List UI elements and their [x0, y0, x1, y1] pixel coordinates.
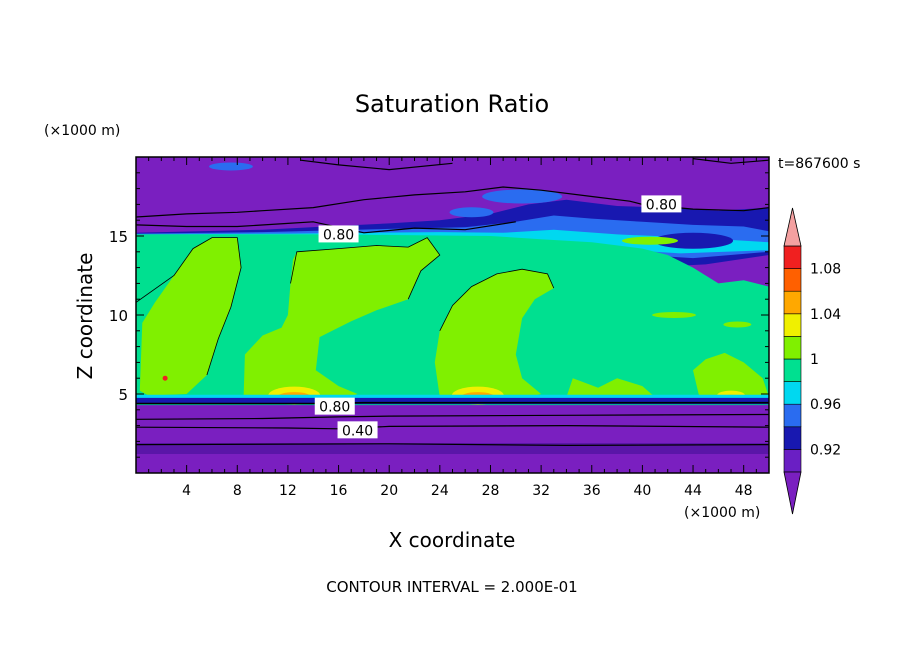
patch-top-blue: [208, 162, 253, 171]
contour-lowest: [136, 443, 769, 447]
colorbar-segment: [783, 381, 802, 405]
x-tick-label: 32: [532, 483, 550, 499]
x-tick-label: 12: [279, 483, 297, 499]
time-label: t=867600 s: [778, 156, 860, 172]
y-tick-label: 5: [118, 386, 128, 404]
band-base-cyan: [136, 394, 769, 398]
contour-1.00-tower-2: [290, 237, 441, 300]
colorbar-over-triangle: [783, 207, 802, 247]
colorbar-segment: [783, 403, 802, 428]
colorbar-label: 1.04: [810, 307, 841, 323]
colorbar-label: 1.08: [810, 262, 841, 278]
x-tick-label: 4: [182, 483, 191, 499]
patch-lime-5: [693, 352, 769, 398]
x-tick-label: 16: [330, 483, 348, 499]
contour-1.00-tower-3: [439, 268, 555, 331]
x-axis-title: X coordinate: [389, 528, 516, 552]
x-tick-label: 20: [380, 483, 398, 499]
y-axis: 5 10 15: [109, 172, 769, 458]
contour-label-4: 0.40: [337, 421, 378, 439]
patch-upper-blue-2: [449, 207, 494, 218]
colorbar-label: 0.92: [810, 442, 841, 458]
contour-label-1: 0.80: [641, 195, 682, 213]
x-units-label: (×1000 m): [684, 505, 760, 521]
patch-lime-right: [723, 321, 752, 328]
contour-label-2: 0.80: [318, 225, 359, 243]
contour-label-box: [337, 421, 378, 439]
contour-0.80-base: [136, 401, 769, 405]
x-tick-label: 44: [684, 483, 702, 499]
contour-label-text: 0.80: [319, 400, 350, 416]
contour-label-text: 0.80: [646, 197, 677, 213]
contour-low: [136, 413, 769, 420]
x-tick-label: 40: [633, 483, 651, 499]
contour-label-text: 0.80: [323, 227, 354, 243]
speck-red: [162, 375, 168, 381]
x-tick-label: 8: [233, 483, 242, 499]
tower-lime-2: [243, 237, 440, 401]
colorbar: 0.92 0.96 1 1.04 1.08: [783, 207, 841, 515]
colorbar-segment: [783, 449, 802, 473]
z-units-label: (×1000 m): [44, 123, 120, 139]
contour-1.00-tower-1: [136, 237, 242, 376]
contour-label-text: 0.40: [342, 423, 373, 439]
colorbar-label: 0.96: [810, 397, 841, 413]
colorbar-segment: [783, 245, 802, 269]
y-axis-title: Z coordinate: [73, 253, 97, 380]
tower-lime-1: [139, 237, 242, 396]
x-tick-label: 28: [482, 483, 500, 499]
contour-label-box: [314, 397, 355, 415]
x-tick-label: 48: [735, 483, 753, 499]
x-axis: 4 8 12 16 20 24 28 32 36 40 44 48: [148, 157, 757, 499]
chart-title: Saturation Ratio: [355, 90, 549, 118]
patch-upper-navy: [653, 232, 734, 249]
contour-label-3: 0.80: [314, 397, 355, 416]
contour-interval-label: CONTOUR INTERVAL = 2.000E-01: [326, 578, 577, 596]
colorbar-segment: [783, 313, 802, 337]
patch-upper-blue-1: [482, 189, 563, 204]
contour-0.80-lower-upper: [136, 221, 516, 234]
x-tick-label: 36: [583, 483, 601, 499]
contour-top: [300, 159, 453, 171]
colorbar-segment: [783, 358, 802, 382]
x-tick-label: 24: [431, 483, 449, 499]
colorbar-under-triangle: [783, 471, 802, 515]
y-tick-label: 10: [109, 307, 128, 325]
colorbar-segment: [783, 336, 802, 360]
saturation-field: [136, 157, 769, 473]
tower-lime-3: [434, 269, 554, 401]
colorbar-segment: [783, 426, 802, 450]
contour-label-box: [318, 225, 359, 243]
colorbar-segment: [783, 290, 802, 315]
contour-lines: 0.80 0.80 0.80 0.40: [136, 158, 769, 447]
contour-label-box: [641, 195, 682, 213]
patch-lime-upper: [621, 236, 678, 245]
patch-lime-4: [566, 378, 656, 398]
colorbar-segment: [783, 268, 802, 292]
colorbar-label: 1: [810, 352, 819, 368]
y-tick-label: 15: [109, 228, 128, 246]
patch-lime-mid: [652, 312, 697, 318]
